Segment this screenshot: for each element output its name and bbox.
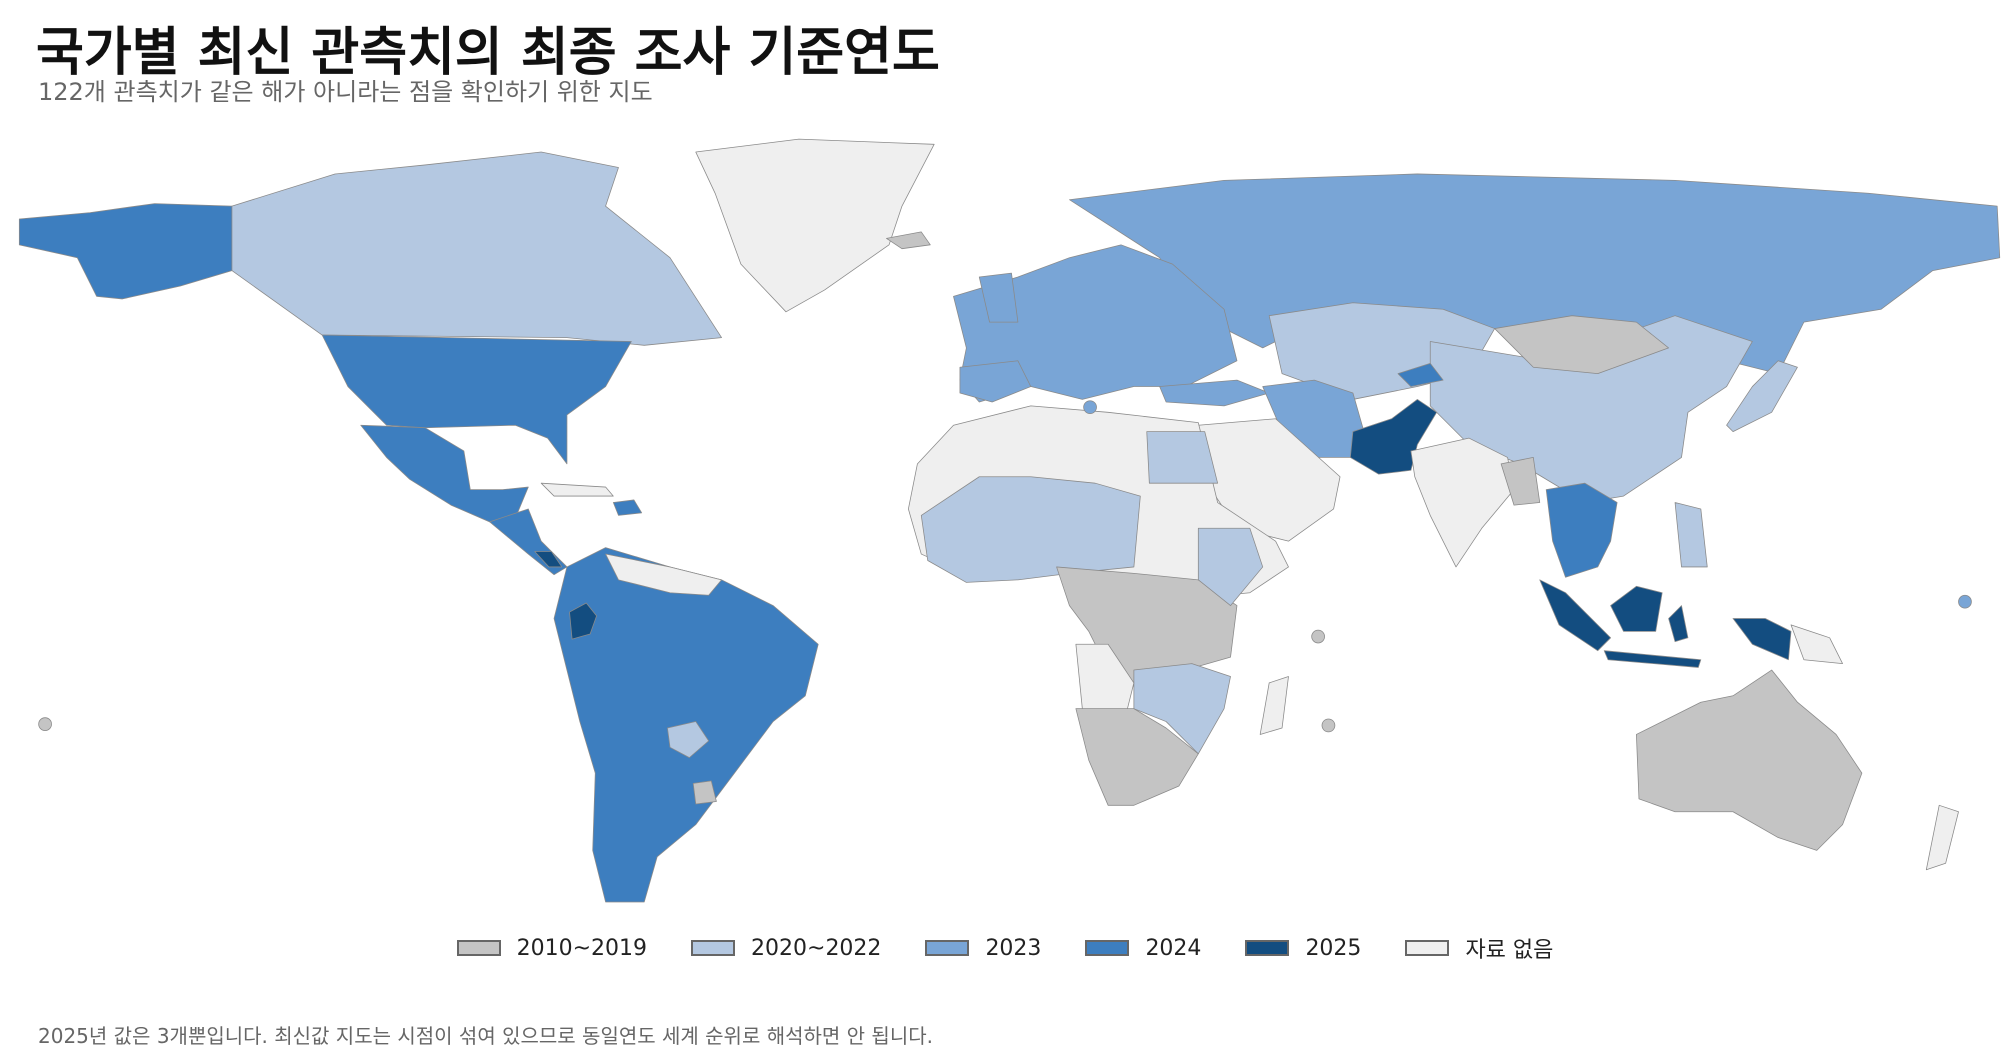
region xyxy=(1732,618,1792,661)
island xyxy=(1083,400,1097,414)
region xyxy=(1545,482,1618,578)
region xyxy=(1410,437,1515,568)
region xyxy=(692,780,717,805)
legend-label: 2020~2022 xyxy=(751,935,882,961)
legend-swatch xyxy=(1085,940,1130,956)
legend-swatch xyxy=(456,940,501,956)
region xyxy=(1197,527,1264,606)
region xyxy=(1790,624,1843,664)
region xyxy=(1539,579,1612,652)
region xyxy=(1610,585,1663,632)
island xyxy=(1958,594,1972,609)
island xyxy=(1311,629,1325,644)
legend-label: 2025 xyxy=(1305,935,1362,961)
region xyxy=(1636,669,1863,851)
legend: 2010~2019 2020~2022 2023 2024 2025 자료 없음 xyxy=(0,932,2010,964)
legend-swatch xyxy=(1245,940,1290,956)
legend-swatch xyxy=(925,940,970,956)
region xyxy=(1397,362,1444,387)
legend-item: 2023 xyxy=(925,932,1041,964)
region xyxy=(1674,502,1708,568)
island xyxy=(886,231,931,250)
region xyxy=(695,138,935,313)
legend-item: 2010~2019 xyxy=(456,932,648,964)
region xyxy=(1500,457,1541,506)
region xyxy=(1668,605,1689,643)
island xyxy=(1321,718,1336,733)
legend-label: 2023 xyxy=(985,935,1042,961)
region xyxy=(605,553,722,596)
region xyxy=(1603,650,1702,668)
region xyxy=(978,272,1019,323)
island xyxy=(38,717,52,731)
legend-item: 2020~2022 xyxy=(691,932,881,964)
region xyxy=(667,721,710,759)
region xyxy=(1726,360,1798,433)
subtitle: 122개 관측치가 같은 해가 아니라는 점을 확인하기 위한 지도 xyxy=(38,78,653,106)
region xyxy=(1075,643,1135,710)
legend-label: 자료 없음 xyxy=(1465,938,1554,963)
region xyxy=(569,602,597,640)
region xyxy=(1349,399,1438,475)
legend-label: 2010~2019 xyxy=(516,935,648,961)
region xyxy=(231,151,722,346)
legend-item: 2025 xyxy=(1245,932,1361,964)
region xyxy=(920,476,1141,583)
legend-item: 자료 없음 xyxy=(1405,932,1553,964)
region xyxy=(1146,431,1219,484)
region xyxy=(534,551,563,568)
region xyxy=(1133,663,1231,755)
region xyxy=(360,424,529,523)
region xyxy=(612,499,643,516)
legend-item: 2024 xyxy=(1085,932,1201,964)
region xyxy=(18,203,233,300)
region xyxy=(1159,379,1270,407)
region xyxy=(1925,804,1959,871)
legend-swatch xyxy=(691,940,736,956)
footnote: 2025년 값은 3개뿐입니다. 최신값 지도는 시점이 섞여 있으므로 동일연… xyxy=(38,1024,933,1048)
region xyxy=(540,482,614,497)
region xyxy=(1075,708,1199,806)
region xyxy=(1494,315,1669,375)
region xyxy=(1259,676,1289,735)
legend-swatch xyxy=(1405,940,1450,956)
legend-label: 2024 xyxy=(1145,935,1202,961)
title: 국가별 최신 관측치의 최종 조사 기준연도 xyxy=(36,23,940,83)
region xyxy=(321,334,632,465)
region xyxy=(959,360,1032,403)
